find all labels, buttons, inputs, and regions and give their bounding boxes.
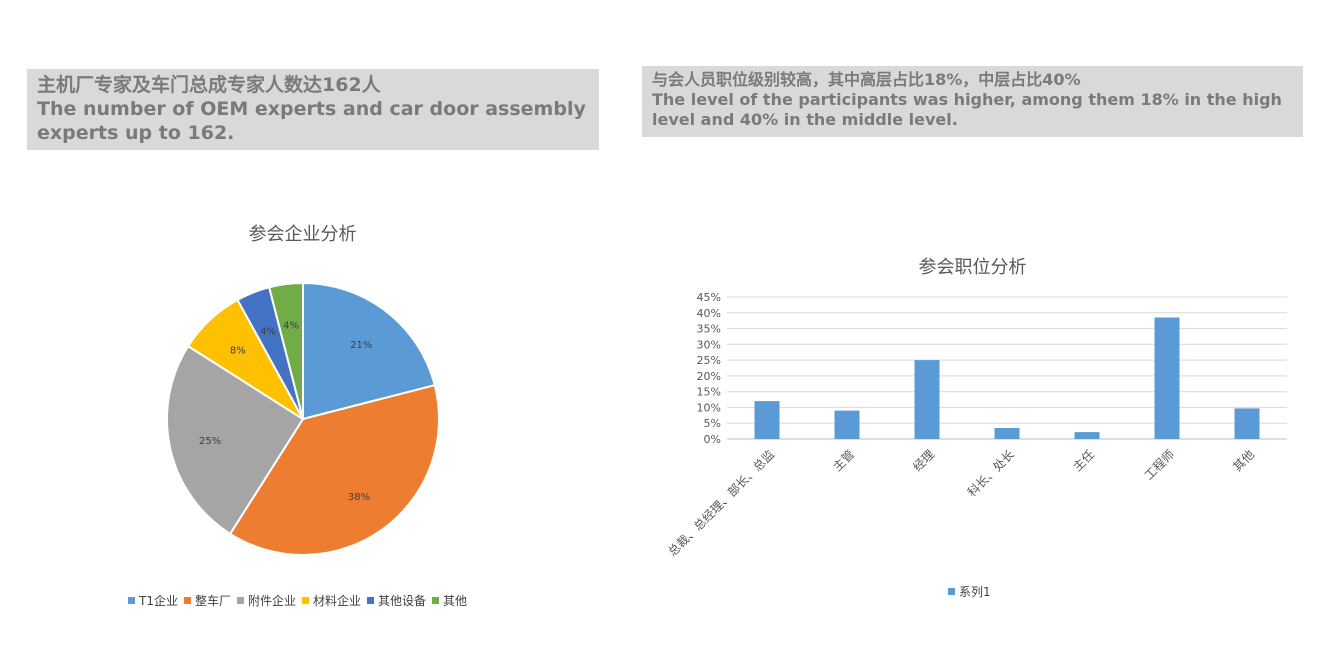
pie-data-label: 4% — [283, 321, 299, 332]
bar-y-tick-label: 40% — [697, 307, 721, 320]
bar-legend: 系列1 — [948, 583, 997, 600]
bar-y-tick-label: 30% — [697, 338, 721, 351]
pie-slice-6 — [267, 281, 304, 420]
bar-chart-title: 参会职位分析 — [918, 257, 1027, 278]
banner-right-zh: 与会人员职位级别较高，其中高层占比18%，中层占比40% — [652, 70, 1081, 89]
pie-data-label: 8% — [230, 346, 246, 357]
pie-legend-item: 整车厂 — [183, 592, 231, 609]
banner-participant-level: 与会人员职位级别较高，其中高层占比18%，中层占比40% The level o… — [642, 66, 1303, 137]
pie-chart-title: 参会企业分析 — [248, 224, 357, 245]
bar-1 — [754, 401, 780, 439]
pie-slice-1 — [302, 281, 436, 421]
legend-swatch — [367, 597, 375, 604]
bar-y-tick-label: 45% — [697, 291, 721, 304]
bar-4 — [994, 428, 1020, 439]
pie-data-label: 38% — [348, 492, 370, 503]
pie-legend-item: 材料企业 — [302, 592, 361, 609]
bar-y-tick-label: 0% — [704, 433, 721, 446]
pie-legend-item: T1企业 — [128, 592, 178, 609]
legend-swatch — [236, 597, 244, 604]
banner-left-zh: 主机厂专家及车门总成专家人数达162人 — [37, 74, 381, 96]
bar-y-tick-label: 20% — [697, 370, 721, 383]
legend-label: T1企业 — [139, 594, 178, 608]
legend-swatch — [948, 588, 955, 595]
bar-category-label: 工程师 — [1141, 447, 1177, 483]
bar-category-label: 其他 — [1230, 447, 1257, 474]
legend-label: 其他设备 — [378, 594, 427, 608]
bar-category-label: 主任 — [1070, 447, 1097, 474]
legend-label: 材料企业 — [313, 594, 362, 608]
pie-legend: T1企业 整车厂 附件企业 材料企业 其他设备 其他 — [128, 592, 473, 609]
bar-chart: 0% 5% 10% 15% 20% 25% 30% 35% 40% 45% 总裁、总经理、部长、总监… — [665, 291, 1287, 559]
banner-oem-experts: 主机厂专家及车门总成专家人数达162人 The number of OEM ex… — [27, 69, 599, 150]
legend-label: 其他 — [443, 594, 468, 608]
banner-left-en: The number of OEM experts and car door a… — [37, 98, 586, 144]
legend-label: 系列1 — [959, 585, 991, 599]
banner-right-en: The level of the participants was higher… — [652, 90, 1282, 129]
bar-5 — [1074, 432, 1100, 439]
bar-category-label: 经理 — [910, 447, 937, 474]
pie-data-label: 25% — [199, 436, 221, 447]
bar-category-label: 主管 — [830, 447, 858, 475]
bar-y-tick-label: 15% — [697, 386, 721, 399]
bar-6 — [1154, 317, 1180, 439]
pie-legend-item: 附件企业 — [236, 592, 296, 609]
pie-slice-2 — [228, 383, 440, 557]
pie-data-label: 21% — [350, 340, 372, 351]
legend-label: 附件企业 — [247, 594, 296, 608]
legend-label: 整车厂 — [194, 594, 231, 608]
legend-swatch — [128, 597, 135, 604]
bar-category-label: 科长、处长 — [965, 447, 1017, 499]
bar-2 — [834, 410, 860, 439]
pie-legend-item: 其他 — [432, 592, 467, 609]
legend-swatch — [432, 597, 440, 604]
bar-y-tick-label: 5% — [704, 417, 721, 430]
pie-chart: 21% 38% 25% 8% 4% 4% — [166, 281, 440, 557]
bar-category-label: 总裁、总经理、部长、总监 — [665, 447, 777, 559]
pie-data-label: 4% — [260, 327, 276, 338]
bar-y-tick-label: 25% — [697, 354, 721, 367]
bar-7 — [1234, 408, 1260, 439]
legend-swatch — [183, 597, 191, 604]
legend-swatch — [302, 597, 309, 604]
bar-legend-item: 系列1 — [948, 583, 991, 600]
bar-y-tick-label: 35% — [697, 323, 721, 336]
bar-y-tick-label: 10% — [697, 401, 721, 414]
bar-3 — [914, 360, 940, 439]
pie-slice-3 — [166, 344, 305, 536]
pie-legend-item: 其他设备 — [367, 592, 426, 609]
